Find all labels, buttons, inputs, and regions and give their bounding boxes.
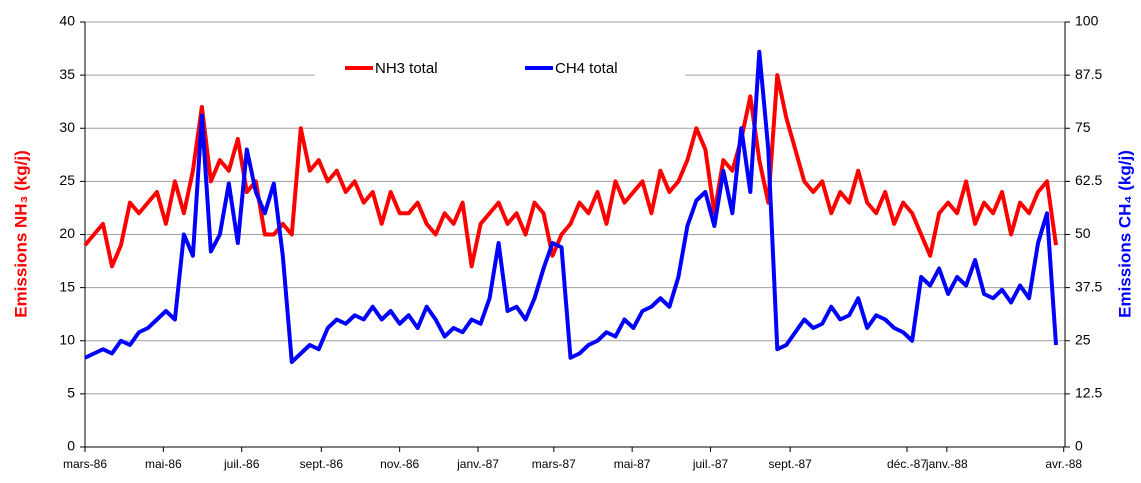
x-tick-label: déc.-87 <box>887 457 927 471</box>
x-tick-label: janv.-87 <box>456 457 499 471</box>
y2-tick-label: 0 <box>1075 438 1083 454</box>
x-tick-label: nov.-86 <box>380 457 419 471</box>
y-tick-label: 0 <box>67 438 75 454</box>
y-tick-label: 20 <box>59 225 75 241</box>
x-tick-label: juil.-87 <box>692 457 729 471</box>
x-tick-label: avr.-88 <box>1045 457 1082 471</box>
y-tick-label: 15 <box>59 278 75 294</box>
x-tick-label: mars-86 <box>63 457 107 471</box>
y2-tick-label: 50 <box>1075 225 1091 241</box>
legend-label: CH4 total <box>555 60 618 77</box>
x-tick-label: sept.-86 <box>300 457 344 471</box>
y2-tick-label: 100 <box>1075 13 1099 29</box>
y2-axis-title: Emissions CH₄ (kg/j) <box>1115 150 1134 318</box>
y2-tick-label: 75 <box>1075 119 1091 135</box>
y-tick-label: 35 <box>59 66 75 82</box>
x-tick-label: janv.-88 <box>925 457 968 471</box>
x-tick-label: mai-87 <box>614 457 651 471</box>
y-tick-label: 30 <box>59 119 75 135</box>
x-tick-label: sept.-87 <box>768 457 812 471</box>
y2-tick-label: 87.5 <box>1075 66 1102 82</box>
y-tick-label: 10 <box>59 331 75 347</box>
x-tick-label: mai-86 <box>145 457 182 471</box>
y2-tick-label: 62.5 <box>1075 172 1102 188</box>
x-tick-label: mars-87 <box>532 457 576 471</box>
y-tick-label: 40 <box>59 13 75 29</box>
series-line <box>84 49 1059 364</box>
y-axis-title: Emissions NH₃ (kg/j) <box>11 150 30 318</box>
x-tick-label: juil.-86 <box>223 457 260 471</box>
y2-tick-label: 37.5 <box>1075 278 1102 294</box>
legend-label: NH3 total <box>375 60 438 77</box>
series-line <box>83 73 1058 269</box>
y-tick-label: 25 <box>59 172 75 188</box>
legend-box <box>315 54 685 82</box>
y2-tick-label: 12.5 <box>1075 385 1102 401</box>
y2-tick-label: 25 <box>1075 331 1091 347</box>
y-tick-label: 5 <box>67 385 75 401</box>
